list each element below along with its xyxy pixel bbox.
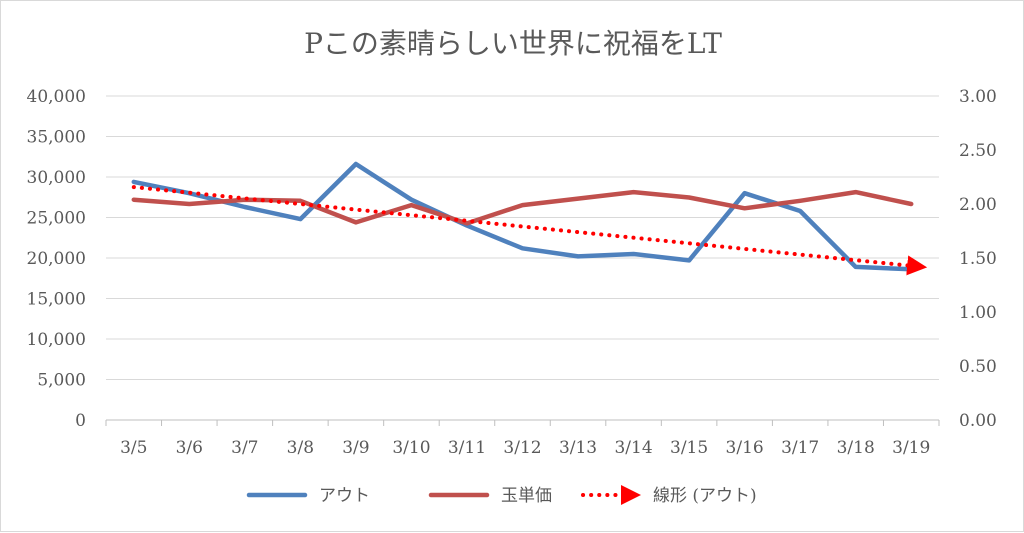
- right-axis-tick-label: 0.50: [959, 357, 997, 377]
- x-axis-ticks: 3/5 3/6 3/7 3/8 3/9 3/10 3/11 3/12 3/13 3/14 3/15 3…: [105, 420, 940, 458]
- left-axis-tick-label: 5,000: [37, 371, 86, 391]
- left-axis-ticks: 0 5,000 10,000 15,000 20,000 25,000 30,000 35,0…: [27, 87, 86, 431]
- left-axis-tick-label: 35,000: [27, 128, 86, 148]
- trendline-out: [131, 185, 928, 276]
- series-layer: [131, 161, 928, 276]
- right-axis-tick-label: 0.00: [959, 411, 997, 431]
- legend: アウト 玉単価 線形 (アウト): [246, 485, 757, 506]
- left-axis-tick-label: 15,000: [27, 290, 86, 310]
- right-axis-tick-label: 2.00: [959, 195, 997, 215]
- left-axis-tick-label: 30,000: [27, 168, 86, 188]
- x-axis-tick-label: 3/19: [892, 438, 930, 458]
- left-axis-tick-label: 25,000: [27, 209, 86, 229]
- x-axis-tick-label: 3/15: [670, 438, 708, 458]
- x-axis-tick-label: 3/16: [726, 438, 764, 458]
- chart-title: Pこの素晴らしい世界に祝福をLT: [304, 27, 722, 60]
- x-axis-tick-label: 3/11: [448, 438, 486, 458]
- x-axis-tick-label: 3/10: [392, 438, 430, 458]
- right-axis-tick-label: 3.00: [959, 87, 997, 107]
- right-axis-tick-label: 2.50: [959, 141, 997, 161]
- right-axis-tick-label: 1.50: [959, 249, 997, 269]
- x-axis-tick-label: 3/8: [287, 438, 314, 458]
- legend-label: 玉単価: [501, 486, 552, 506]
- legend-label: 線形 (アウト): [653, 486, 757, 506]
- x-axis-tick-label: 3/12: [503, 438, 541, 458]
- x-axis-tick-label: 3/14: [614, 438, 652, 458]
- legend-label: アウト: [319, 486, 370, 506]
- right-axis-ticks: 0.00 0.50 1.00 1.50 2.00 2.50 3.00: [959, 87, 997, 431]
- right-axis-tick-label: 1.00: [959, 303, 997, 323]
- x-axis-tick-label: 3/6: [176, 438, 203, 458]
- x-axis-tick-label: 3/18: [837, 438, 875, 458]
- left-axis-tick-label: 20,000: [27, 249, 86, 269]
- x-axis-tick-label: 3/9: [342, 438, 369, 458]
- x-axis-tick-label: 3/13: [559, 438, 597, 458]
- left-axis-tick-label: 10,000: [27, 330, 86, 350]
- left-axis-tick-label: 40,000: [27, 87, 86, 107]
- x-axis-tick-label: 3/5: [120, 438, 147, 458]
- left-axis-tick-label: 0: [75, 411, 86, 431]
- x-axis-tick-label: 3/17: [781, 438, 819, 458]
- gridlines: [106, 95, 939, 421]
- x-axis-tick-label: 3/7: [231, 438, 258, 458]
